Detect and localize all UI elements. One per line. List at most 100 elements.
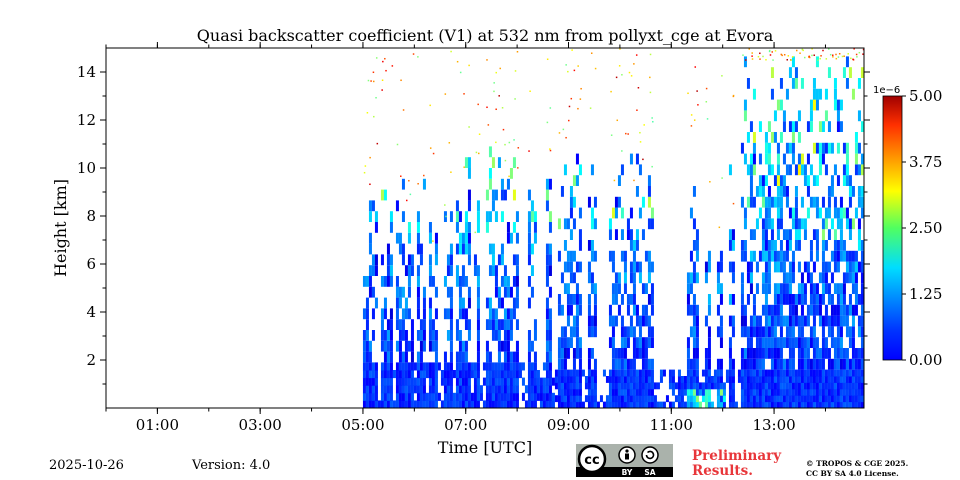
heatmap-cell [464,392,468,401]
heatmap-cell [845,304,849,316]
heatmap-cell [560,388,564,396]
heatmap-cell [806,348,810,359]
heatmap-cell [467,232,471,244]
heatmap-cell [647,175,651,186]
heatmap-cell [749,376,753,383]
x-tick-label: 05:00 [341,416,384,434]
heatmap-cell [530,265,534,276]
heatmap-noise-point [562,128,565,131]
heatmap-cell [845,56,849,68]
heatmap-cell [611,315,615,327]
x-tick-label: 01:00 [136,416,179,434]
heatmap-cell [812,78,816,89]
heatmap-cell [575,348,579,359]
heatmap-cell [809,376,813,383]
heatmap-cell [749,358,753,370]
heatmap-cell [476,362,480,371]
heatmap-cell [467,200,471,212]
heatmap-cell [566,294,570,305]
heatmap-cell [458,243,462,255]
heatmap-cell [818,376,822,383]
heatmap-cell [590,376,594,383]
heatmap-cell [797,218,801,230]
heatmap-cell [716,261,720,273]
heatmap-noise-point [652,120,654,123]
heatmap-cell [401,351,405,363]
heatmap-cell [602,401,606,408]
heatmap-cell [515,254,519,266]
heatmap-cell [620,326,624,338]
heatmap-cell [860,153,864,165]
heatmap-cell [716,395,720,403]
heatmap-noise-point [855,53,858,56]
heatmap-cell [629,376,633,383]
heatmap-cell [779,218,783,230]
heatmap-cell [830,315,834,327]
heatmap-cell [842,382,846,390]
heatmap-cell [719,388,723,396]
heatmap-cell [788,401,792,408]
heatmap-cell [629,358,633,370]
heatmap-cell [758,376,762,383]
heatmap-cell [809,99,813,111]
heatmap-cell [620,358,624,370]
heatmap-cell [626,294,630,305]
heatmap-cell [641,401,645,408]
heatmap-noise-point [423,174,425,177]
heatmap-cell [428,340,432,352]
heatmap-noise-point [732,95,735,98]
heatmap-cell [743,348,747,359]
heatmap-cell [653,382,657,390]
heatmap-cell [716,382,720,390]
heatmap-cell [860,164,864,176]
heatmap-cell [446,370,450,379]
heatmap-noise-point [517,167,519,169]
heatmap-cell [800,382,804,390]
heatmap-cell [782,175,786,186]
heatmap-cell [800,218,804,230]
heatmap-cell [782,250,786,262]
heatmap-cell [362,385,366,394]
heatmap-cell [839,250,843,262]
heatmap-cell [794,369,798,377]
heatmap-cell [836,110,840,122]
heatmap-cell [416,400,420,408]
heatmap-cell [554,376,558,383]
heatmap-cell [449,330,453,341]
heatmap-cell [434,232,438,244]
heatmap-cell [419,377,423,386]
heatmap-cell [380,276,384,287]
heatmap-cell [527,297,531,309]
heatmap-cell [833,358,837,370]
heatmap-cell [572,196,576,208]
heatmap-cell [410,254,414,266]
heatmap-cell [752,348,756,359]
heatmap-cell [827,261,831,273]
heatmap-cell [746,395,750,403]
heatmap-cell [374,265,378,276]
heatmap-cell [476,297,480,309]
heatmap-cell [695,376,699,383]
heatmap-cell [404,297,408,309]
heatmap-cell [557,348,561,359]
heatmap-cell [701,369,705,377]
heatmap-cell [698,388,702,396]
heatmap-cell [500,400,504,408]
heatmap-cell [380,340,384,352]
heatmap-cell [497,385,501,394]
heatmap-cell [734,401,738,408]
heatmap-cell [824,272,828,284]
heatmap-cell [515,362,519,371]
heatmap-cell [386,330,390,341]
heatmap-cell [623,283,627,294]
heatmap-cell [638,164,642,176]
heatmap-cell [686,382,690,390]
heatmap-cell [485,222,489,233]
heatmap-cell [854,250,858,262]
heatmap-cell [827,142,831,154]
heatmap-cell [755,283,759,294]
heatmap-cell [707,369,711,377]
heatmap-cell [707,261,711,273]
heatmap-cell [755,388,759,396]
heatmap-cell [566,401,570,408]
